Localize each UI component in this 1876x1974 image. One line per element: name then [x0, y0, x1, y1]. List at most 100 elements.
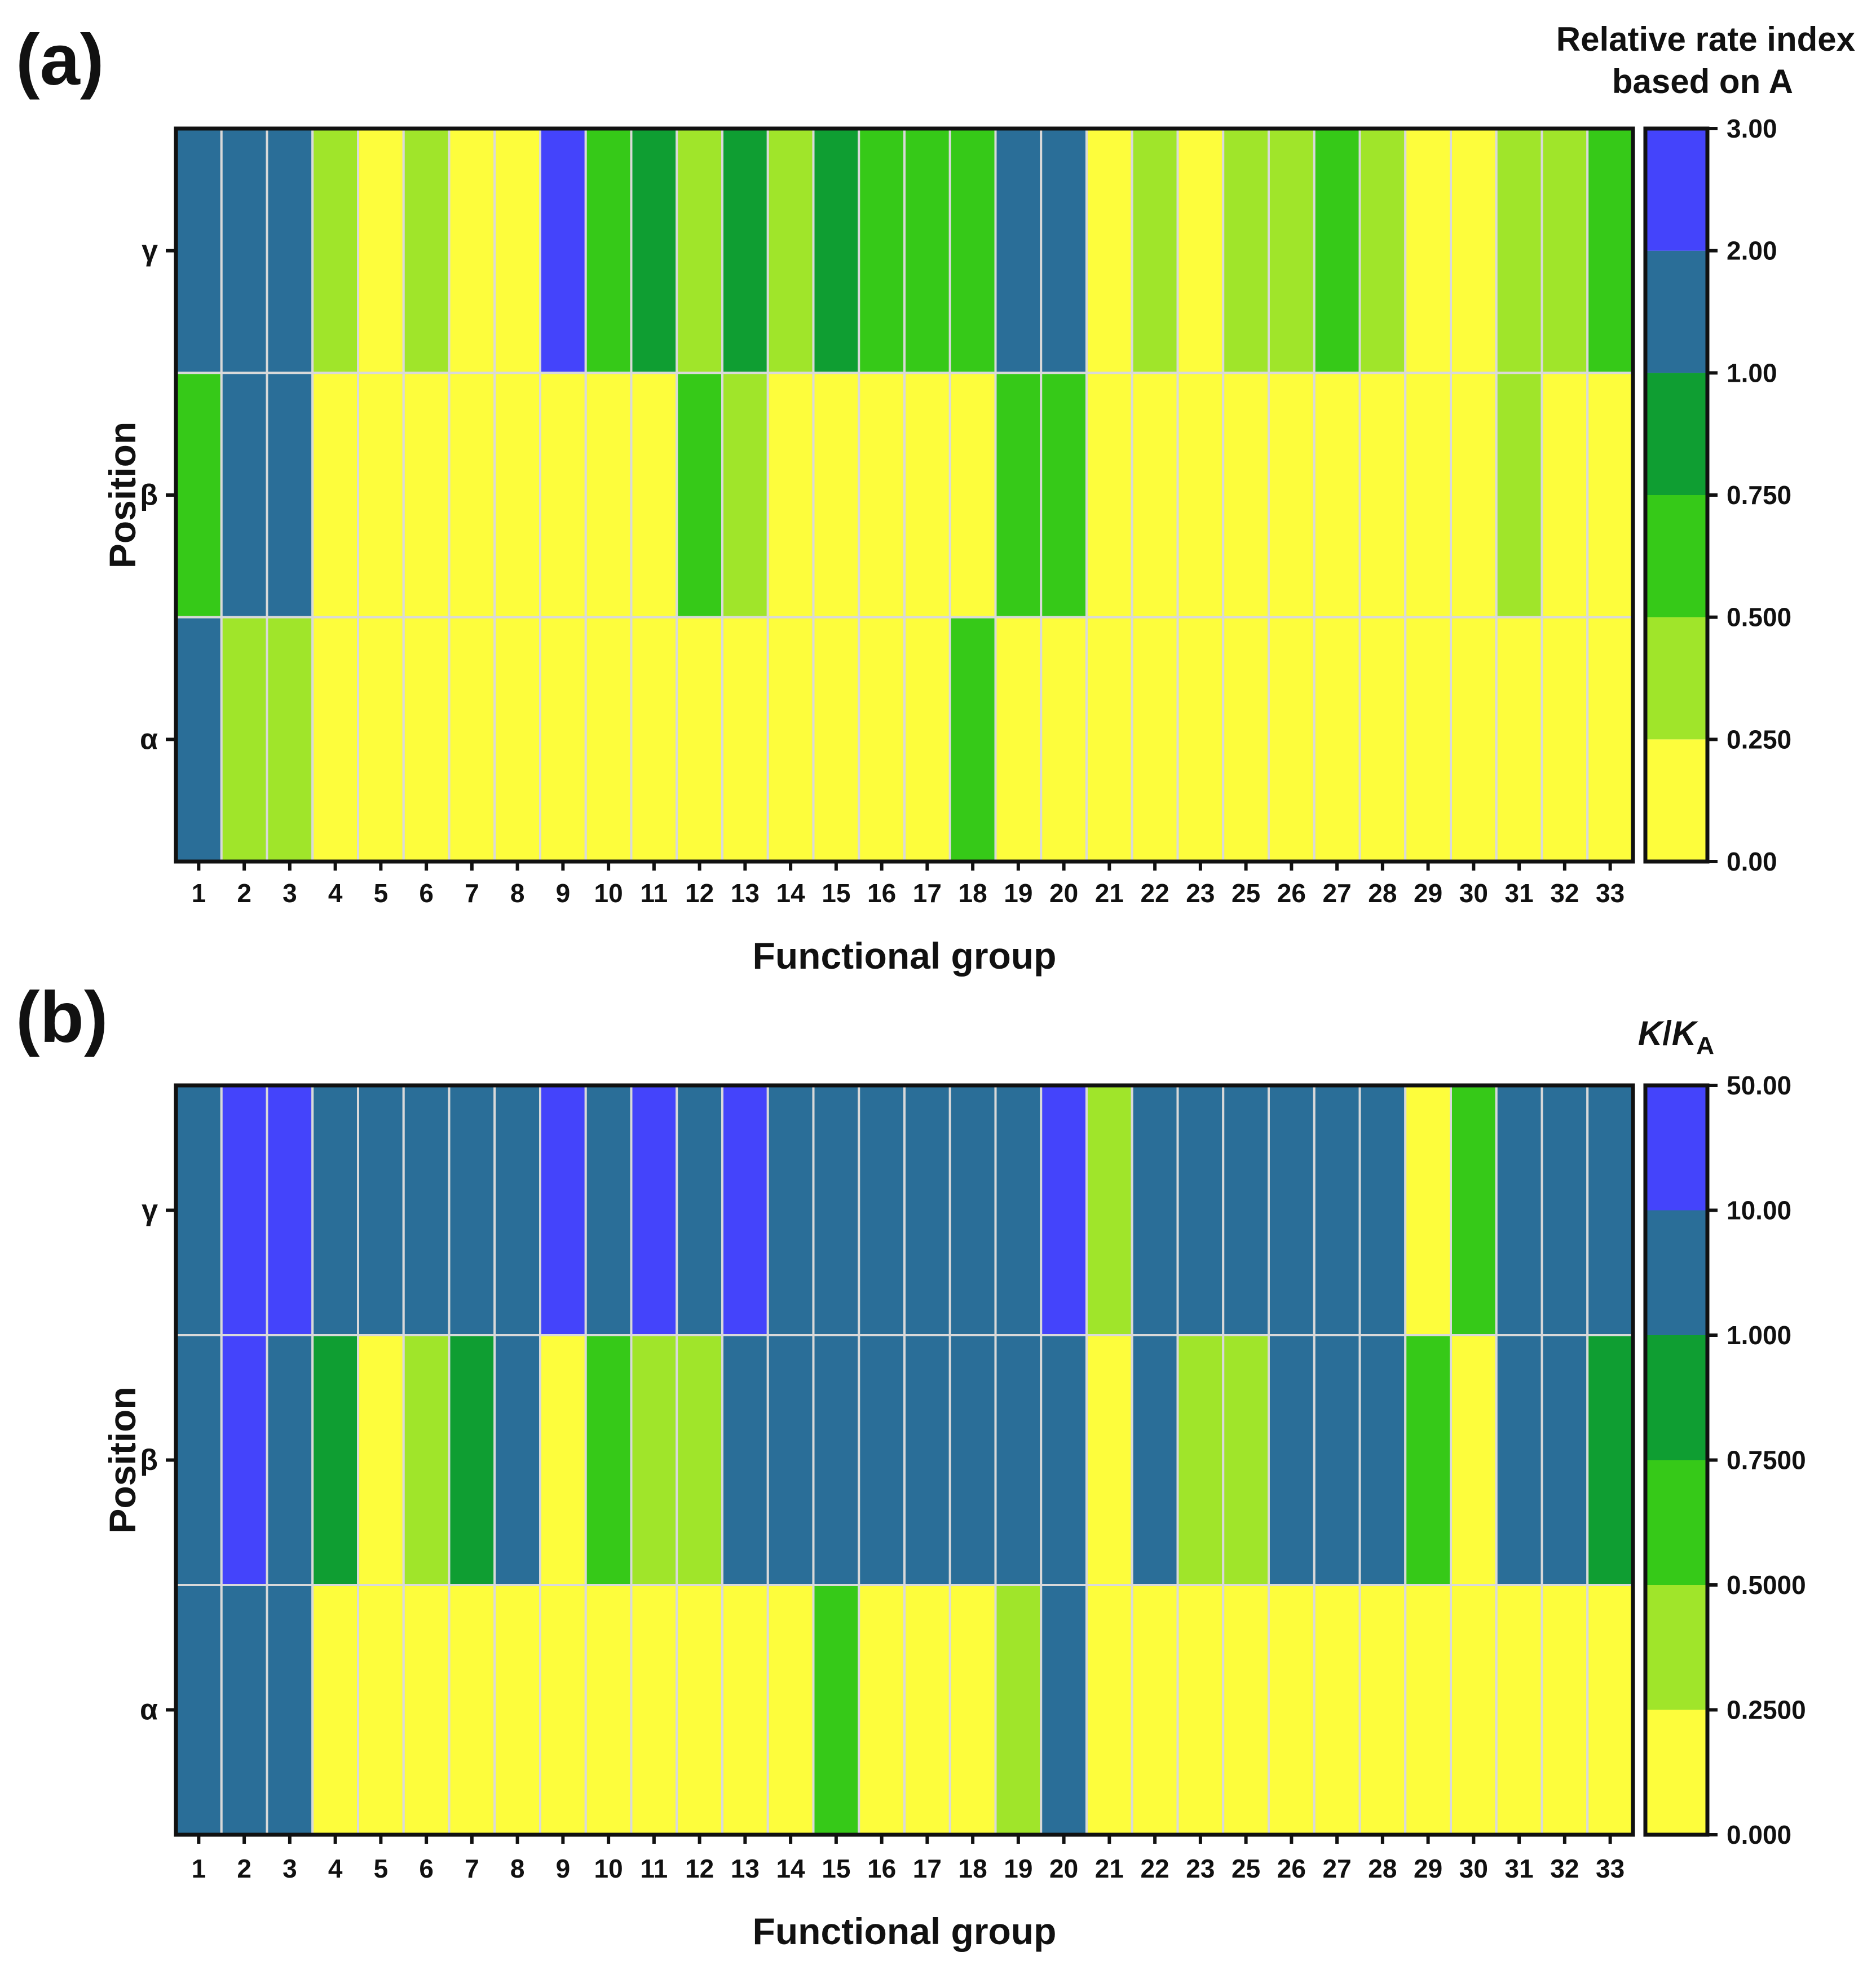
heatmap-cell: [858, 127, 906, 374]
colorbar-swatch: [1645, 1085, 1707, 1211]
x-tick-label: 19: [1004, 1854, 1032, 1883]
heatmap-cell: [539, 372, 587, 619]
heatmap-cell: [630, 616, 678, 863]
heatmap-cell: [357, 1584, 405, 1836]
heatmap-cell: [948, 616, 997, 863]
heatmap-cell: [1131, 1084, 1179, 1336]
heatmap-cell: [994, 372, 1043, 619]
x-tick-label: 21: [1095, 1854, 1124, 1883]
heatmap-cell: [1404, 372, 1452, 619]
heatmap-cell: [630, 127, 678, 374]
heatmap-cell: [948, 1084, 997, 1336]
heatmap-cell: [493, 127, 541, 374]
x-tick-label: 15: [822, 1854, 850, 1883]
x-tick-label: 32: [1550, 878, 1579, 908]
x-tick-label: 27: [1323, 878, 1352, 908]
heatmap-cell: [448, 616, 496, 863]
colorbar-swatch: [1645, 1335, 1707, 1460]
heatmap-cell: [1085, 127, 1133, 374]
heatmap-cell: [630, 1084, 678, 1336]
x-tick-label: 1: [192, 878, 206, 908]
heatmap-cell: [1222, 1334, 1270, 1586]
heatmap-cell: [903, 127, 951, 374]
x-tick-label: 6: [419, 1854, 434, 1883]
colorbar-tick-label: 0.000: [1727, 1820, 1791, 1849]
x-axis-title: Functional group: [753, 935, 1057, 977]
heatmap-cell: [948, 372, 997, 619]
heatmap-cell: [357, 127, 405, 374]
heatmap-cell: [812, 1334, 860, 1586]
heatmap-cell: [266, 1084, 314, 1336]
heatmap-cell: [1176, 1334, 1225, 1586]
x-tick-label: 17: [913, 878, 942, 908]
x-tick-label: 10: [594, 1854, 623, 1883]
x-tick-label: 11: [641, 878, 668, 908]
heatmap-cell: [766, 1334, 815, 1586]
x-tick-label: 3: [282, 1854, 297, 1883]
heatmap-cell: [948, 1334, 997, 1586]
x-tick-label: 14: [776, 1854, 806, 1883]
x-tick-label: 25: [1231, 878, 1260, 908]
x-tick-label: 7: [465, 1854, 479, 1883]
heatmap-cell: [1358, 1584, 1407, 1836]
colorbar-swatch: [1645, 617, 1707, 740]
heatmap-cell: [1222, 127, 1270, 374]
heatmap-cell: [630, 1334, 678, 1586]
heatmap-cell: [357, 1084, 405, 1336]
heatmap-cell: [766, 616, 815, 863]
heatmap-cell: [812, 127, 860, 374]
heatmap-cell: [220, 1084, 268, 1336]
heatmap-cell: [858, 372, 906, 619]
heatmap-cell: [1313, 127, 1361, 374]
heatmap-cell: [266, 1584, 314, 1836]
heatmap-cell: [1313, 1584, 1361, 1836]
heatmap-cell: [1450, 1084, 1498, 1336]
panel-label: (a): [16, 20, 104, 100]
heatmap-cell: [493, 1334, 541, 1586]
colorbar-tick-label: 1.000: [1727, 1321, 1791, 1350]
heatmap-cell: [948, 1584, 997, 1836]
heatmap-cell: [357, 1334, 405, 1586]
heatmap-cell: [448, 1084, 496, 1336]
heatmap-cell: [1495, 1584, 1543, 1836]
x-tick-label: 4: [328, 1854, 343, 1883]
colorbar-swatch: [1645, 373, 1707, 495]
heatmap-cell: [1085, 1584, 1133, 1836]
heatmap-cell: [1404, 1334, 1452, 1586]
x-axis-title: Functional group: [753, 1910, 1057, 1952]
x-tick-label: 19: [1004, 878, 1032, 908]
heatmap-cell: [1586, 1584, 1634, 1836]
x-tick-label: 27: [1323, 1854, 1352, 1883]
heatmap-cell: [903, 1584, 951, 1836]
heatmap-cell: [493, 616, 541, 863]
heatmap-cell: [1085, 372, 1133, 619]
colorbar-swatch: [1645, 1210, 1707, 1335]
colorbar-swatch: [1645, 495, 1707, 617]
heatmap-cell: [1358, 616, 1407, 863]
heatmap-cell: [858, 1334, 906, 1586]
heatmap-cell: [1358, 127, 1407, 374]
heatmap-cell: [1268, 1334, 1316, 1586]
heatmap-cell: [721, 372, 769, 619]
heatmap-cell: [266, 372, 314, 619]
x-tick-label: 3: [282, 878, 297, 908]
heatmap-cell: [1131, 616, 1179, 863]
heatmap-cell: [1586, 1334, 1634, 1586]
row-label: β: [140, 1444, 158, 1477]
colorbar-tick-label: 0.250: [1727, 725, 1791, 754]
heatmap-cell: [1358, 372, 1407, 619]
heatmap-cell: [1040, 1084, 1088, 1336]
heatmap-cell: [402, 1084, 451, 1336]
panel-label: (b): [16, 977, 108, 1058]
x-tick-label: 12: [685, 878, 714, 908]
x-tick-label: 18: [959, 878, 987, 908]
heatmap-cell: [311, 1334, 359, 1586]
heatmap-cell: [994, 1084, 1043, 1336]
y-axis-title: Position: [101, 422, 143, 568]
heatmap-cell: [1450, 616, 1498, 863]
heatmap-cell: [1040, 616, 1088, 863]
x-tick-label: 13: [731, 878, 760, 908]
x-tick-label: 4: [328, 878, 343, 908]
